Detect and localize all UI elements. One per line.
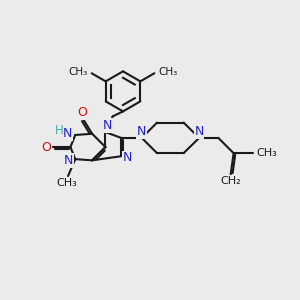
Text: H: H (55, 124, 64, 137)
Text: N: N (194, 125, 204, 138)
Text: CH₂: CH₂ (220, 176, 241, 186)
Text: CH₃: CH₃ (158, 67, 177, 77)
Text: CH₃: CH₃ (256, 148, 277, 158)
Text: N: N (103, 119, 112, 132)
Text: N: N (63, 127, 73, 140)
Text: N: N (123, 151, 132, 164)
Text: N: N (137, 125, 146, 138)
Text: O: O (42, 141, 52, 154)
Text: O: O (77, 106, 87, 119)
Text: N: N (64, 154, 74, 167)
Text: CH₃: CH₃ (69, 67, 88, 77)
Text: CH₃: CH₃ (56, 178, 77, 188)
